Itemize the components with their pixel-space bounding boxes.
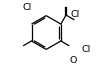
Text: Cl: Cl (22, 3, 31, 12)
Text: Cl: Cl (82, 45, 91, 54)
Text: O: O (70, 56, 77, 65)
Text: Cl: Cl (71, 10, 80, 19)
